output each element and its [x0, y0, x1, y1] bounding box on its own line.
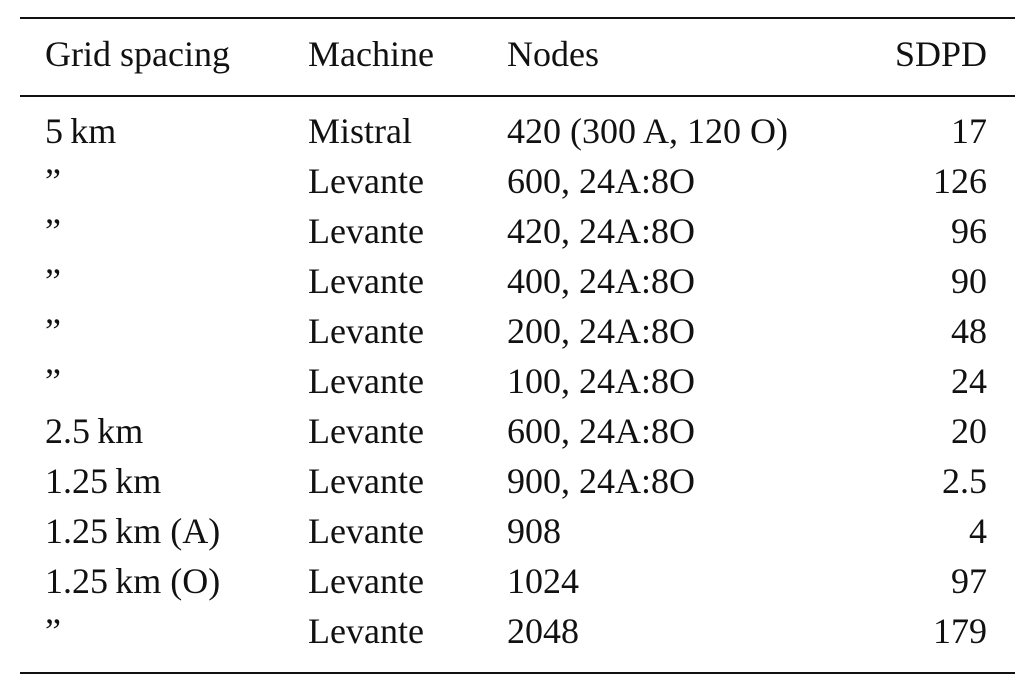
bottom-rule: [20, 672, 1015, 674]
table-cell: ”: [45, 361, 61, 401]
table-cell: 2.5 km: [45, 411, 144, 451]
table-cell: 126: [933, 161, 987, 201]
table-cell: Levante: [308, 361, 424, 401]
table-cell: 5 km: [45, 111, 117, 151]
table-cell: Levante: [308, 611, 424, 651]
table-cell: 24: [951, 361, 987, 401]
table-cell: 1.25 km: [45, 461, 162, 501]
table-cell: Mistral: [308, 111, 412, 151]
table-cell: 600, 24A:8O: [507, 161, 695, 201]
table-cell: 1.25 km (O): [45, 561, 221, 601]
table-cell: 179: [933, 611, 987, 651]
table-cell: 100, 24A:8O: [507, 361, 695, 401]
table-cell: ”: [45, 161, 61, 201]
header-cell: Grid spacing: [45, 34, 230, 74]
table-cell: Levante: [308, 211, 424, 251]
header-cell: Nodes: [507, 34, 599, 74]
table-cell: 90: [951, 261, 987, 301]
table-cell: Levante: [308, 261, 424, 301]
table-cell: 600, 24A:8O: [507, 411, 695, 451]
table-cell: 420, 24A:8O: [507, 211, 695, 251]
top-rule: [20, 17, 1015, 19]
table-cell: 900, 24A:8O: [507, 461, 695, 501]
table-cell: ”: [45, 211, 61, 251]
table-cell: 96: [951, 211, 987, 251]
table-cell: 4: [969, 511, 987, 551]
table-cell: 17: [951, 111, 987, 151]
table-cell: 1.25 km (A): [45, 511, 221, 551]
table-cell: Levante: [308, 561, 424, 601]
table-cell: 200, 24A:8O: [507, 311, 695, 351]
table-cell: 1024: [507, 561, 579, 601]
table-cell: Levante: [308, 411, 424, 451]
table-cell: Levante: [308, 311, 424, 351]
table-cell: 420 (300 A, 120 O): [507, 111, 788, 151]
table-cell: Levante: [308, 161, 424, 201]
table-cell: 400, 24A:8O: [507, 261, 695, 301]
table-cell: 97: [951, 561, 987, 601]
table-cell: 20: [951, 411, 987, 451]
table-cell: ”: [45, 311, 61, 351]
table-cell: ”: [45, 611, 61, 651]
table-cell: 2048: [507, 611, 579, 651]
table-cell: ”: [45, 261, 61, 301]
header-cell: Machine: [308, 34, 434, 74]
table-cell: 908: [507, 511, 561, 551]
header-rule: [20, 95, 1015, 97]
header-cell: SDPD: [894, 34, 987, 74]
table-cell: 2.5: [942, 461, 987, 501]
table-cell: 48: [951, 311, 987, 351]
table-cell: Levante: [308, 461, 424, 501]
table-cell: Levante: [308, 511, 424, 551]
